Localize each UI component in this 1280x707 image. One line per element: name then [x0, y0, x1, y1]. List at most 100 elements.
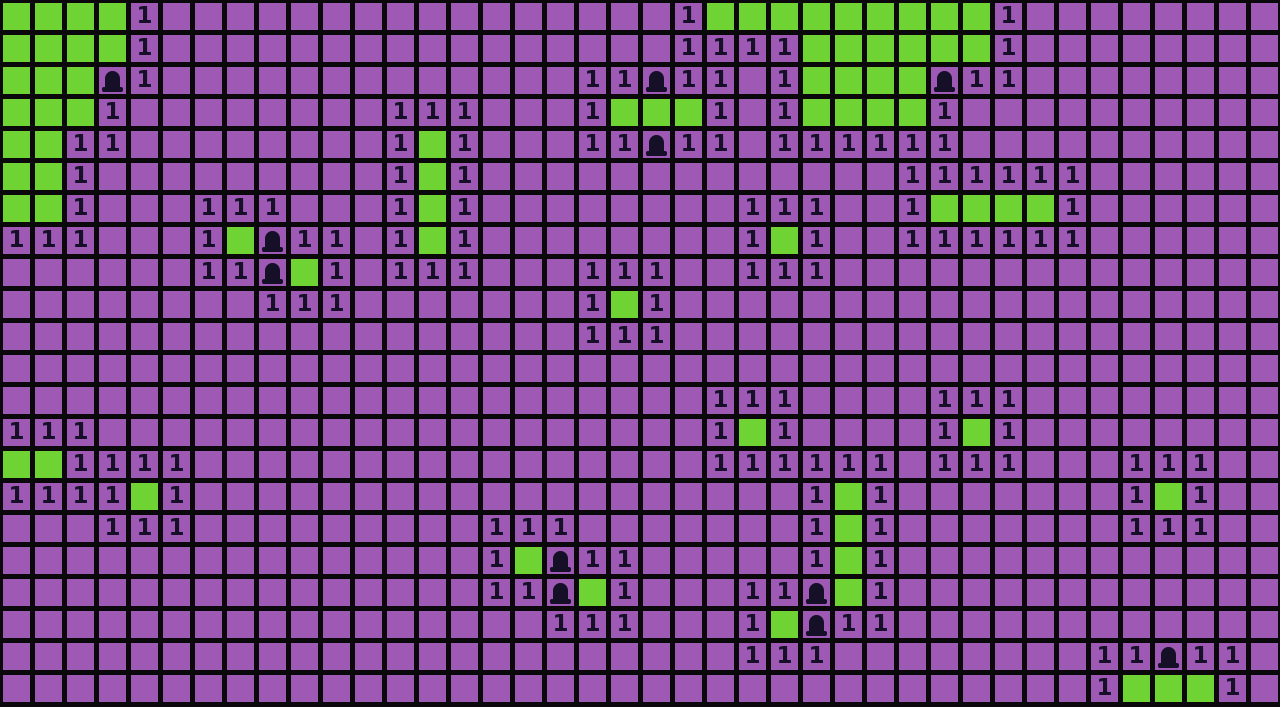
cell-r10-c25[interactable]	[803, 323, 830, 350]
cell-r12-c12[interactable]	[387, 387, 414, 414]
cell-r9-c20[interactable]: 1	[643, 291, 670, 318]
cell-r13-c16[interactable]	[515, 419, 542, 446]
cell-r10-c16[interactable]	[515, 323, 542, 350]
cell-r16-c6[interactable]	[195, 515, 222, 542]
cell-r19-c34[interactable]	[1091, 611, 1118, 638]
cell-r21-c14[interactable]	[451, 675, 478, 702]
cell-r16-c29[interactable]	[931, 515, 958, 542]
cell-r0-c5[interactable]	[163, 3, 190, 30]
cell-r1-c35[interactable]	[1123, 35, 1150, 62]
cell-r2-c6[interactable]	[195, 67, 222, 94]
cell-r9-c23[interactable]	[739, 291, 766, 318]
cell-r15-c3[interactable]: 1	[99, 483, 126, 510]
cell-r14-c1[interactable]	[35, 451, 62, 478]
cell-r2-c32[interactable]	[1027, 67, 1054, 94]
cell-r12-c2[interactable]	[67, 387, 94, 414]
cell-r17-c21[interactable]	[675, 547, 702, 574]
cell-r11-c9[interactable]	[291, 355, 318, 382]
cell-r3-c20[interactable]	[643, 99, 670, 126]
cell-r14-c26[interactable]: 1	[835, 451, 862, 478]
cell-r12-c31[interactable]: 1	[995, 387, 1022, 414]
cell-r16-c21[interactable]	[675, 515, 702, 542]
cell-r19-c35[interactable]	[1123, 611, 1150, 638]
cell-r9-c2[interactable]	[67, 291, 94, 318]
cell-r15-c26[interactable]	[835, 483, 862, 510]
cell-r15-c14[interactable]	[451, 483, 478, 510]
cell-r13-c4[interactable]	[131, 419, 158, 446]
cell-r4-c17[interactable]	[547, 131, 574, 158]
cell-r9-c37[interactable]	[1187, 291, 1214, 318]
cell-r17-c30[interactable]	[963, 547, 990, 574]
cell-r8-c7[interactable]: 1	[227, 259, 254, 286]
cell-r8-c10[interactable]: 1	[323, 259, 350, 286]
cell-r19-c3[interactable]	[99, 611, 126, 638]
cell-r2-c19[interactable]: 1	[611, 67, 638, 94]
cell-r18-c38[interactable]	[1219, 579, 1246, 606]
cell-r15-c33[interactable]	[1059, 483, 1086, 510]
cell-r13-c28[interactable]	[899, 419, 926, 446]
cell-r5-c35[interactable]	[1123, 163, 1150, 190]
cell-r7-c7[interactable]	[227, 227, 254, 254]
cell-r4-c9[interactable]	[291, 131, 318, 158]
cell-r5-c30[interactable]: 1	[963, 163, 990, 190]
cell-r21-c5[interactable]	[163, 675, 190, 702]
cell-r18-c22[interactable]	[707, 579, 734, 606]
cell-r11-c27[interactable]	[867, 355, 894, 382]
cell-r12-c24[interactable]: 1	[771, 387, 798, 414]
cell-r10-c39[interactable]	[1251, 323, 1278, 350]
cell-r16-c10[interactable]	[323, 515, 350, 542]
cell-r5-c23[interactable]	[739, 163, 766, 190]
cell-r2-c28[interactable]	[899, 67, 926, 94]
cell-r20-c29[interactable]	[931, 643, 958, 670]
cell-r8-c38[interactable]	[1219, 259, 1246, 286]
cell-r19-c24[interactable]	[771, 611, 798, 638]
cell-r10-c27[interactable]	[867, 323, 894, 350]
cell-r3-c14[interactable]: 1	[451, 99, 478, 126]
cell-r20-c9[interactable]	[291, 643, 318, 670]
cell-r12-c30[interactable]: 1	[963, 387, 990, 414]
cell-r17-c10[interactable]	[323, 547, 350, 574]
cell-r10-c31[interactable]	[995, 323, 1022, 350]
cell-r15-c17[interactable]	[547, 483, 574, 510]
cell-r21-c1[interactable]	[35, 675, 62, 702]
cell-r6-c19[interactable]	[611, 195, 638, 222]
cell-r15-c13[interactable]	[419, 483, 446, 510]
cell-r15-c6[interactable]	[195, 483, 222, 510]
cell-r0-c30[interactable]	[963, 3, 990, 30]
cell-r13-c38[interactable]	[1219, 419, 1246, 446]
cell-r11-c23[interactable]	[739, 355, 766, 382]
cell-r17-c22[interactable]	[707, 547, 734, 574]
cell-r18-c16[interactable]: 1	[515, 579, 542, 606]
cell-r0-c31[interactable]: 1	[995, 3, 1022, 30]
cell-r10-c4[interactable]	[131, 323, 158, 350]
cell-r17-c1[interactable]	[35, 547, 62, 574]
cell-r16-c32[interactable]	[1027, 515, 1054, 542]
cell-r0-c35[interactable]	[1123, 3, 1150, 30]
cell-r18-c34[interactable]	[1091, 579, 1118, 606]
cell-r3-c21[interactable]	[675, 99, 702, 126]
cell-r10-c29[interactable]	[931, 323, 958, 350]
cell-r1-c0[interactable]	[3, 35, 30, 62]
cell-r19-c15[interactable]	[483, 611, 510, 638]
cell-r8-c2[interactable]	[67, 259, 94, 286]
cell-r13-c39[interactable]	[1251, 419, 1278, 446]
cell-r10-c17[interactable]	[547, 323, 574, 350]
cell-r14-c29[interactable]: 1	[931, 451, 958, 478]
cell-r12-c21[interactable]	[675, 387, 702, 414]
cell-r19-c13[interactable]	[419, 611, 446, 638]
cell-r2-c26[interactable]	[835, 67, 862, 94]
cell-r1-c17[interactable]	[547, 35, 574, 62]
cell-r2-c5[interactable]	[163, 67, 190, 94]
cell-r2-c34[interactable]	[1091, 67, 1118, 94]
cell-r20-c11[interactable]	[355, 643, 382, 670]
cell-r17-c18[interactable]: 1	[579, 547, 606, 574]
cell-r8-c0[interactable]	[3, 259, 30, 286]
cell-r6-c14[interactable]: 1	[451, 195, 478, 222]
cell-r1-c30[interactable]	[963, 35, 990, 62]
cell-r11-c29[interactable]	[931, 355, 958, 382]
cell-r3-c1[interactable]	[35, 99, 62, 126]
cell-r13-c11[interactable]	[355, 419, 382, 446]
cell-r3-c26[interactable]	[835, 99, 862, 126]
cell-r10-c15[interactable]	[483, 323, 510, 350]
cell-r11-c14[interactable]	[451, 355, 478, 382]
